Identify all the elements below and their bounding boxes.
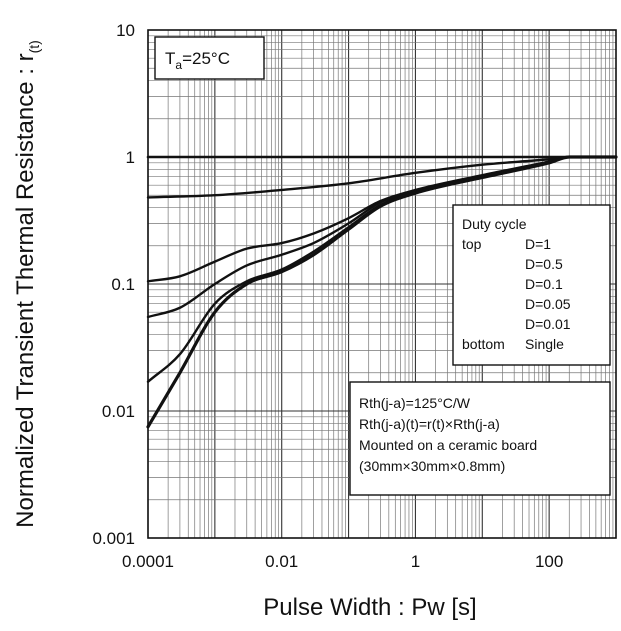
y-tick-label: 1: [126, 148, 135, 167]
condition-box: Ta=25°C: [154, 36, 265, 80]
legend-row-position: top: [462, 236, 482, 252]
legend-rows: top D=1 D=0.5 D=0.1 D=0.05 D=0.01 bottom Single: [462, 236, 571, 352]
annotation-line: Mounted on a ceramic board: [359, 437, 537, 453]
y-tick-label: 10: [116, 21, 135, 40]
condition-box-frame: [154, 36, 265, 80]
legend-row-label: D=1: [525, 236, 551, 252]
svg-text:Ta=25°C: Ta=25°C: [165, 49, 230, 72]
legend-row-label: D=0.05: [525, 296, 571, 312]
legend-row-label: D=0.01: [525, 316, 571, 332]
annotation-box: Rth(j-a)=125°C/W Rth(j-a)(t)=r(t)×Rth(j-a…: [349, 381, 611, 496]
y-axis-title-group: Normalized Transient Thermal Resistance …: [12, 40, 42, 528]
legend-row-label: D=0.1: [525, 276, 563, 292]
series-group: [146, 155, 618, 429]
legend-title: Duty cycle: [462, 216, 527, 232]
condition-subscript: a: [175, 58, 182, 72]
condition-suffix: =25°C: [182, 49, 230, 68]
annotation-line: (30mm×30mm×0.8mm): [359, 458, 505, 474]
y-axis-title-subscript: (t): [26, 40, 42, 53]
legend: Duty cycle top D=1 D=0.5 D=0.1 D=0.05 D=0.01 b…: [452, 204, 611, 366]
x-tick-label: 1: [411, 552, 420, 571]
x-tick-labels: 0.0001 0.01 1 100: [122, 552, 563, 571]
legend-frame: [452, 204, 611, 366]
condition-prefix: T: [165, 49, 175, 68]
plot-frame: [147, 29, 617, 539]
x-tick-label: 0.0001: [122, 552, 174, 571]
y-tick-label: 0.01: [102, 402, 135, 421]
y-tick-label: 0.001: [92, 529, 135, 548]
series-line: [146, 155, 618, 429]
svg-text:Normalized Transient Thermal R: Normalized Transient Thermal Resistance …: [12, 40, 42, 528]
annotation-lines: Rth(j-a)=125°C/W Rth(j-a)(t)=r(t)×Rth(j-a…: [359, 395, 537, 474]
annotation-frame: [349, 381, 611, 496]
annotation-line: Rth(j-a)=125°C/W: [359, 395, 471, 411]
x-tick-label: 100: [535, 552, 563, 571]
y-axis-title: Normalized Transient Thermal Resistance …: [12, 53, 39, 527]
annotation-line: Rth(j-a)(t)=r(t)×Rth(j-a): [359, 416, 500, 432]
x-axis-title: Pulse Width : Pw [s]: [263, 594, 476, 621]
y-tick-label: 0.1: [111, 275, 135, 294]
legend-row-label: D=0.5: [525, 256, 563, 272]
y-tick-labels: 0.001 0.01 0.1 1 10: [92, 21, 135, 548]
legend-row-label: Single: [525, 336, 564, 352]
x-tick-label: 0.01: [265, 552, 298, 571]
legend-row-position: bottom: [462, 336, 505, 352]
